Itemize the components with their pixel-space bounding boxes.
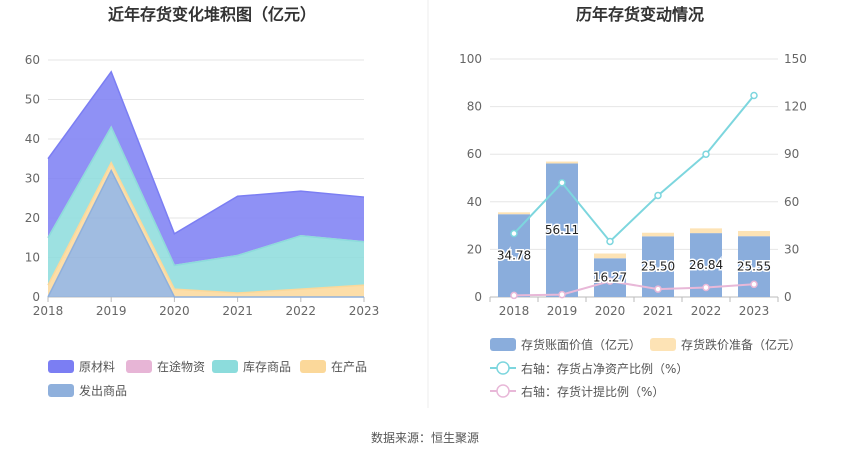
line-point	[750, 91, 758, 100]
y-tick-label: 50	[25, 93, 40, 107]
left-chart-title: 近年存货变化堆积图（亿元）	[108, 5, 316, 24]
legend-swatch	[48, 360, 74, 373]
bar-provision	[594, 253, 626, 259]
area-edge	[47, 125, 365, 267]
bar-data-label: 25.55	[737, 260, 771, 274]
line-point	[510, 291, 518, 300]
y-left-tick-label: 60	[467, 147, 482, 161]
line-point	[558, 290, 566, 299]
x-tick-label: 2021	[222, 304, 253, 318]
x-tick-label: 2020	[595, 304, 626, 318]
line-point	[750, 280, 758, 289]
area-库存商品	[48, 127, 364, 294]
y-tick-label: 60	[25, 53, 40, 67]
x-tick-label: 2022	[286, 304, 317, 318]
legend-label: 在途物资	[157, 359, 205, 374]
area-edge	[47, 70, 365, 235]
y-left-tick-label: 20	[467, 242, 482, 256]
area-在产品	[48, 162, 364, 297]
line-point	[654, 285, 662, 293]
bar-data-label: 16.27	[593, 271, 627, 285]
area-edge	[47, 161, 365, 294]
legend-label: 存货账面价值（亿元）	[521, 337, 641, 352]
legend-swatch	[48, 384, 74, 397]
area-原材料	[48, 71, 364, 266]
stacked-area-chart: 0 10 20 30 40 50 60 2018 2019 2020 2021 2022 2023	[25, 53, 380, 318]
x-tick-label: 2018	[499, 304, 530, 318]
bar-data-label: 56.11	[545, 223, 579, 237]
y-right-tick-label: 120	[784, 100, 807, 114]
legend-label: 发出商品	[79, 383, 127, 398]
y-left-tick-label: 0	[474, 290, 482, 304]
y-right-tick-label: 60	[784, 195, 799, 209]
area-edge	[47, 168, 364, 298]
y-tick-label: 20	[25, 211, 40, 225]
x-tick-label: 2019	[96, 304, 127, 318]
bar-data-label: 26.84	[689, 258, 723, 272]
legend-label: 原材料	[79, 360, 115, 374]
y-left-tick-label: 40	[467, 195, 482, 209]
bar-provision	[642, 232, 674, 237]
y-tick-label: 40	[25, 132, 40, 146]
y-tick-label: 10	[25, 251, 40, 265]
x-tick-label: 2021	[643, 304, 674, 318]
x-tick-label: 2020	[159, 304, 190, 318]
bar-book-value	[498, 214, 530, 297]
bar-data-label: 25.50	[641, 260, 675, 274]
legend-label: 在产品	[331, 360, 367, 374]
legend-swatch	[126, 360, 152, 373]
line-point	[606, 277, 614, 285]
line-series	[513, 280, 755, 297]
legend-swatch	[650, 338, 676, 351]
legend-swatch	[490, 338, 516, 351]
y-right-tick-label: 30	[784, 242, 799, 256]
legend-label: 库存商品	[243, 359, 291, 374]
data-source-note: 数据来源：恒生聚源	[371, 430, 479, 445]
x-tick-label: 2023	[349, 304, 380, 318]
legend-label: 存货跌价准备（亿元）	[681, 337, 801, 352]
y-tick-label: 30	[25, 172, 40, 186]
x-tick-label: 2018	[33, 304, 64, 318]
right-chart-title: 历年存货变动情况	[576, 5, 704, 24]
legend-label: 右轴：存货占净资产比例（%）	[521, 361, 688, 376]
x-tick-label: 2019	[547, 304, 578, 318]
y-left-tick-label: 100	[459, 52, 482, 66]
y-right-tick-label: 90	[784, 147, 799, 161]
line-point	[606, 237, 614, 246]
line-point	[702, 150, 710, 158]
line-point	[558, 179, 566, 187]
bar-provision	[690, 228, 722, 234]
bar-provision	[546, 161, 578, 164]
legend-swatch	[212, 360, 238, 373]
legend-marker	[496, 361, 510, 375]
x-tick-label: 2022	[691, 304, 722, 318]
line-point	[510, 229, 518, 238]
y-right-tick-label: 150	[784, 52, 807, 66]
x-tick-label: 2023	[739, 304, 770, 318]
bar-line-chart: 0 20 40 60 80 100 0 30 60 90 120 150 2018 2019 2020 202…	[459, 52, 807, 318]
line-series	[513, 94, 755, 243]
line-point	[702, 283, 710, 292]
y-left-tick-label: 80	[467, 100, 482, 114]
y-right-tick-label: 0	[784, 290, 792, 304]
y-tick-label: 0	[32, 290, 40, 304]
bar-provision	[738, 230, 770, 237]
right-legend: 存货账面价值（亿元） 存货跌价准备（亿元） 右轴：存货占净资产比例（%） 右轴：存货计…	[490, 337, 801, 399]
bar-provision	[498, 212, 530, 215]
legend-marker	[496, 384, 510, 398]
bar-data-label: 34.78	[497, 249, 531, 263]
line-point	[654, 191, 662, 200]
legend-swatch	[300, 360, 326, 373]
legend-label: 右轴：存货计提比例（%）	[521, 384, 664, 399]
